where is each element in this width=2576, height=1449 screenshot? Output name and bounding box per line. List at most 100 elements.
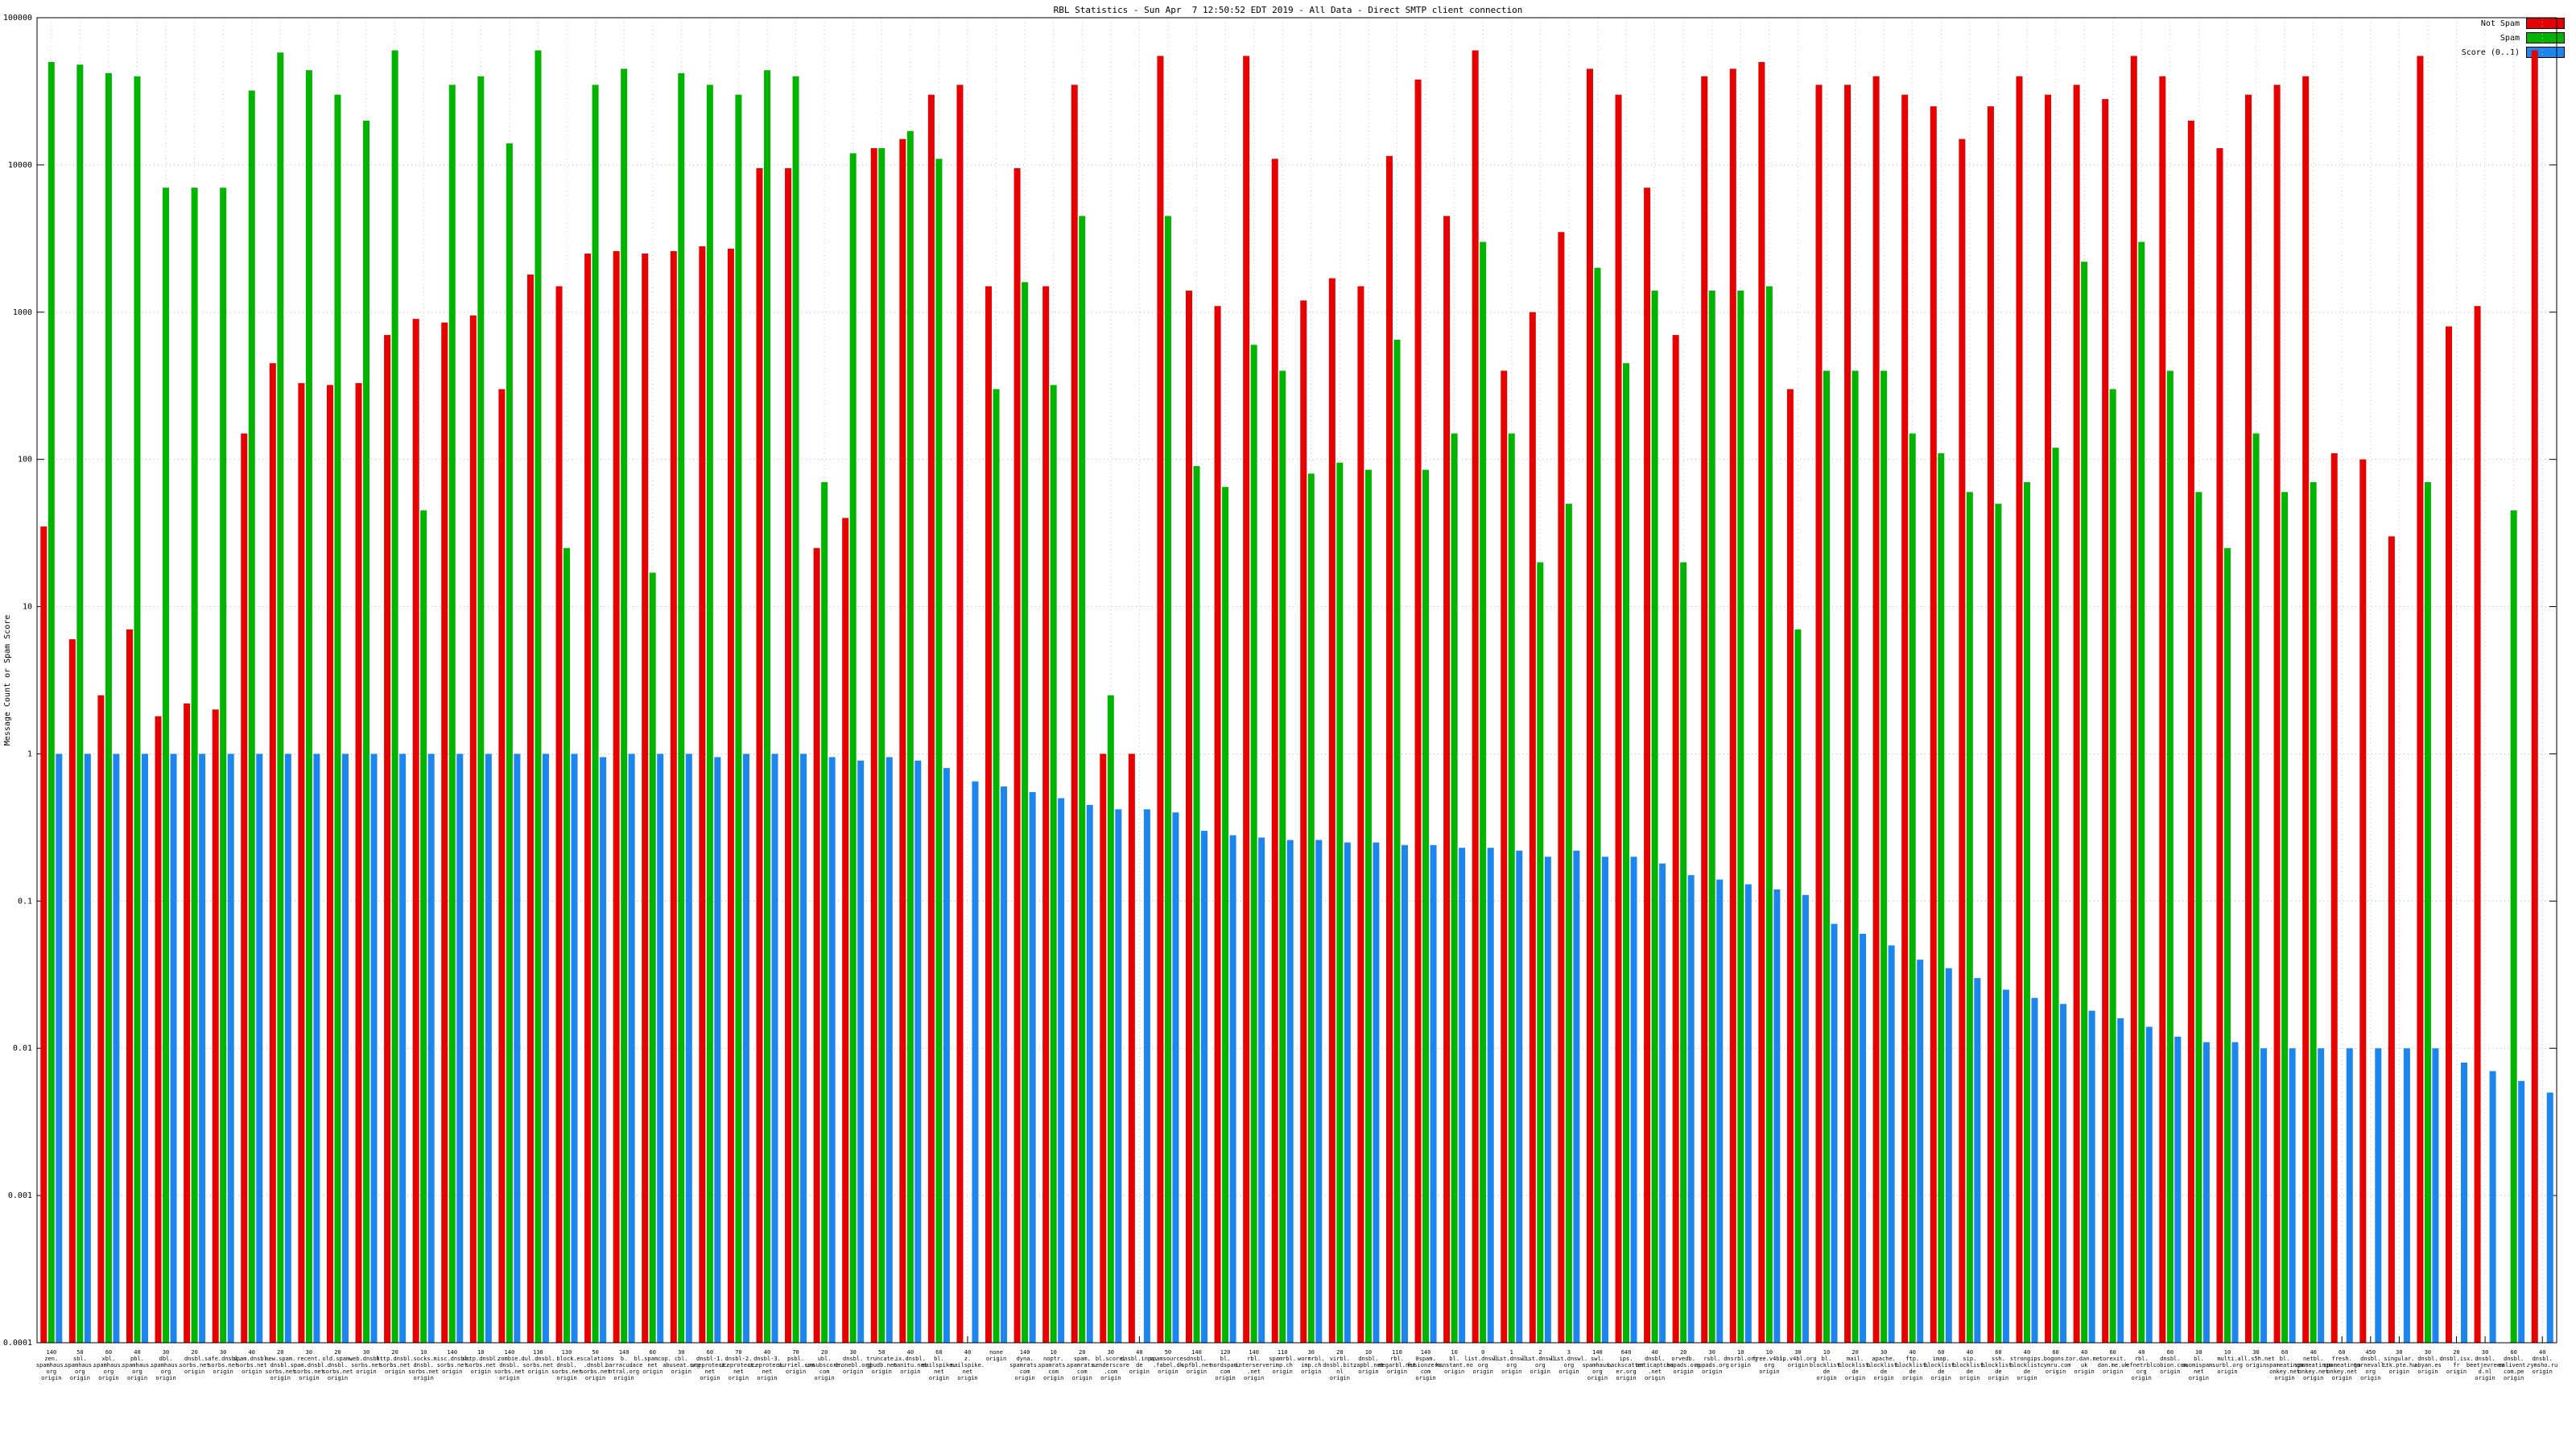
x-tick-label: 20 xyxy=(1680,1349,1686,1356)
x-tick-label: spamrats. xyxy=(1009,1362,1040,1368)
x-tick-label: suomispam. xyxy=(2182,1362,2215,1368)
x-tick-label: sorbs.net xyxy=(494,1368,525,1375)
bar-spam xyxy=(1050,385,1057,1344)
x-tick-label: org xyxy=(104,1368,114,1375)
x-tick-label: org xyxy=(2136,1368,2147,1375)
x-tick-label: sorbs.net xyxy=(380,1362,411,1368)
x-tick-label: origin xyxy=(1558,1368,1579,1375)
bar-score-0-1- xyxy=(2461,1062,2468,1343)
x-tick-label: 30 xyxy=(163,1349,169,1356)
x-tick-label: er.org xyxy=(1616,1368,1636,1375)
bar-score-0-1- xyxy=(2002,989,2009,1343)
x-tick-label: origin xyxy=(1014,1375,1034,1381)
x-tick-label: 30 xyxy=(1794,1349,1801,1356)
x-tick-label: origin xyxy=(328,1375,348,1381)
bar-score-0-1- xyxy=(800,753,807,1343)
bar-score-0-1- xyxy=(2403,1048,2410,1343)
bar-not-spam xyxy=(1443,216,1451,1343)
x-tick-label: origin xyxy=(1501,1368,1521,1375)
x-tick-label: origin xyxy=(2332,1375,2352,1381)
x-tick-label: onkey.net xyxy=(2326,1368,2357,1375)
x-tick-label: origin xyxy=(184,1368,204,1375)
bar-spam xyxy=(1623,363,1630,1343)
x-tick-label: blocklist. xyxy=(1839,1362,1872,1368)
bar-spam xyxy=(305,70,312,1344)
x-tick-label: origin xyxy=(1244,1375,1264,1381)
bar-spam xyxy=(1651,291,1658,1343)
x-tick-label: 30 xyxy=(1108,1349,1114,1356)
bar-score-0-1- xyxy=(256,753,263,1343)
x-tick-label: sorbs.net xyxy=(180,1362,210,1368)
bar-score-0-1- xyxy=(1401,844,1408,1343)
bar-not-spam xyxy=(269,363,276,1343)
x-tick-label: nl xyxy=(1336,1368,1343,1375)
bar-spam xyxy=(849,153,857,1344)
y-axis-title: Message Count or Spam Score xyxy=(3,615,12,746)
x-tick-label: dnsbl.inps. xyxy=(1121,1356,1158,1362)
x-tick-label: spam.dnsbl. xyxy=(291,1362,328,1368)
x-tick-label: origin xyxy=(41,1375,61,1381)
bar-not-spam xyxy=(1100,753,1107,1343)
x-tick-label: sorbs.net xyxy=(322,1368,353,1375)
x-tick-label: bl. xyxy=(2194,1356,2204,1362)
bar-not-spam xyxy=(899,138,906,1344)
x-tick-label: origin xyxy=(2475,1375,2495,1381)
bar-not-spam xyxy=(412,319,419,1344)
x-tick-label: sorbs.net xyxy=(294,1368,324,1375)
x-tick-label: fr xyxy=(2453,1362,2459,1368)
x-tick-label: apache. xyxy=(1872,1356,1896,1362)
bar-score-0-1- xyxy=(1516,850,1523,1343)
bar-not-spam xyxy=(813,547,820,1343)
bar-spam xyxy=(1480,242,1487,1344)
x-tick-label: 10 xyxy=(1766,1349,1773,1356)
bar-spam xyxy=(277,52,284,1344)
bar-spam xyxy=(1852,370,1859,1343)
x-tick-label: origin xyxy=(814,1375,834,1381)
x-tick-label: de xyxy=(2024,1368,2030,1375)
x-tick-label: dnsbl. xyxy=(1645,1356,1665,1362)
x-tick-label: 10 xyxy=(477,1349,484,1356)
x-tick-label: origin xyxy=(843,1368,863,1375)
bar-not-spam xyxy=(326,385,333,1344)
bar-spam xyxy=(1022,282,1029,1343)
x-tick-label: org xyxy=(75,1368,85,1375)
x-tick-label: multi. xyxy=(2217,1356,2237,1362)
bar-score-0-1- xyxy=(1630,857,1637,1343)
x-tick-label: tor.dan.me. xyxy=(2066,1356,2103,1362)
x-tick-label: org xyxy=(1535,1362,1546,1368)
x-tick-label: dnsbl. xyxy=(2504,1356,2524,1362)
bar-score-0-1- xyxy=(399,753,407,1343)
x-tick-label: surbl.org xyxy=(2212,1362,2243,1368)
bar-spam xyxy=(935,159,943,1344)
bar-spam xyxy=(1938,453,1945,1343)
x-tick-label: swl. xyxy=(1591,1356,1604,1362)
x-tick-label: de xyxy=(1967,1368,1973,1375)
bar-score-0-1- xyxy=(742,753,749,1343)
bar-not-spam xyxy=(2073,85,2080,1343)
x-tick-label: dnsbl.bit. xyxy=(1323,1362,1356,1368)
x-tick-label: 130 xyxy=(562,1349,572,1356)
x-tick-label: 140 xyxy=(505,1349,515,1356)
legend-label-not-spam: Not Spam xyxy=(2480,19,2520,28)
x-tick-label: origin xyxy=(127,1375,147,1381)
bar-score-0-1- xyxy=(1601,857,1608,1343)
x-tick-label: spamhaus. xyxy=(64,1362,95,1368)
x-tick-label: 40 xyxy=(964,1349,971,1356)
x-tick-label: orvedb. xyxy=(1671,1356,1695,1362)
x-tick-label: dnsbl. xyxy=(556,1362,576,1368)
x-tick-label: netbl. xyxy=(2303,1356,2323,1362)
bar-not-spam xyxy=(1529,312,1536,1343)
x-tick-label: 30 xyxy=(1308,1349,1315,1356)
x-tick-label: rymsho.ru xyxy=(2527,1362,2557,1368)
x-tick-label: 60 xyxy=(707,1349,713,1356)
x-tick-label: dnsbl. xyxy=(2417,1356,2438,1362)
x-tick-label: 30 xyxy=(2425,1349,2431,1356)
bar-not-spam xyxy=(498,389,506,1343)
bar-not-spam xyxy=(126,629,133,1343)
x-tick-label: .fabel.dk xyxy=(1153,1362,1184,1368)
bar-score-0-1- xyxy=(1487,848,1494,1343)
x-tick-label: org xyxy=(132,1368,142,1375)
bar-score-0-1- xyxy=(341,753,349,1343)
bar-score-0-1- xyxy=(1573,850,1580,1343)
bar-score-0-1- xyxy=(1716,879,1724,1343)
